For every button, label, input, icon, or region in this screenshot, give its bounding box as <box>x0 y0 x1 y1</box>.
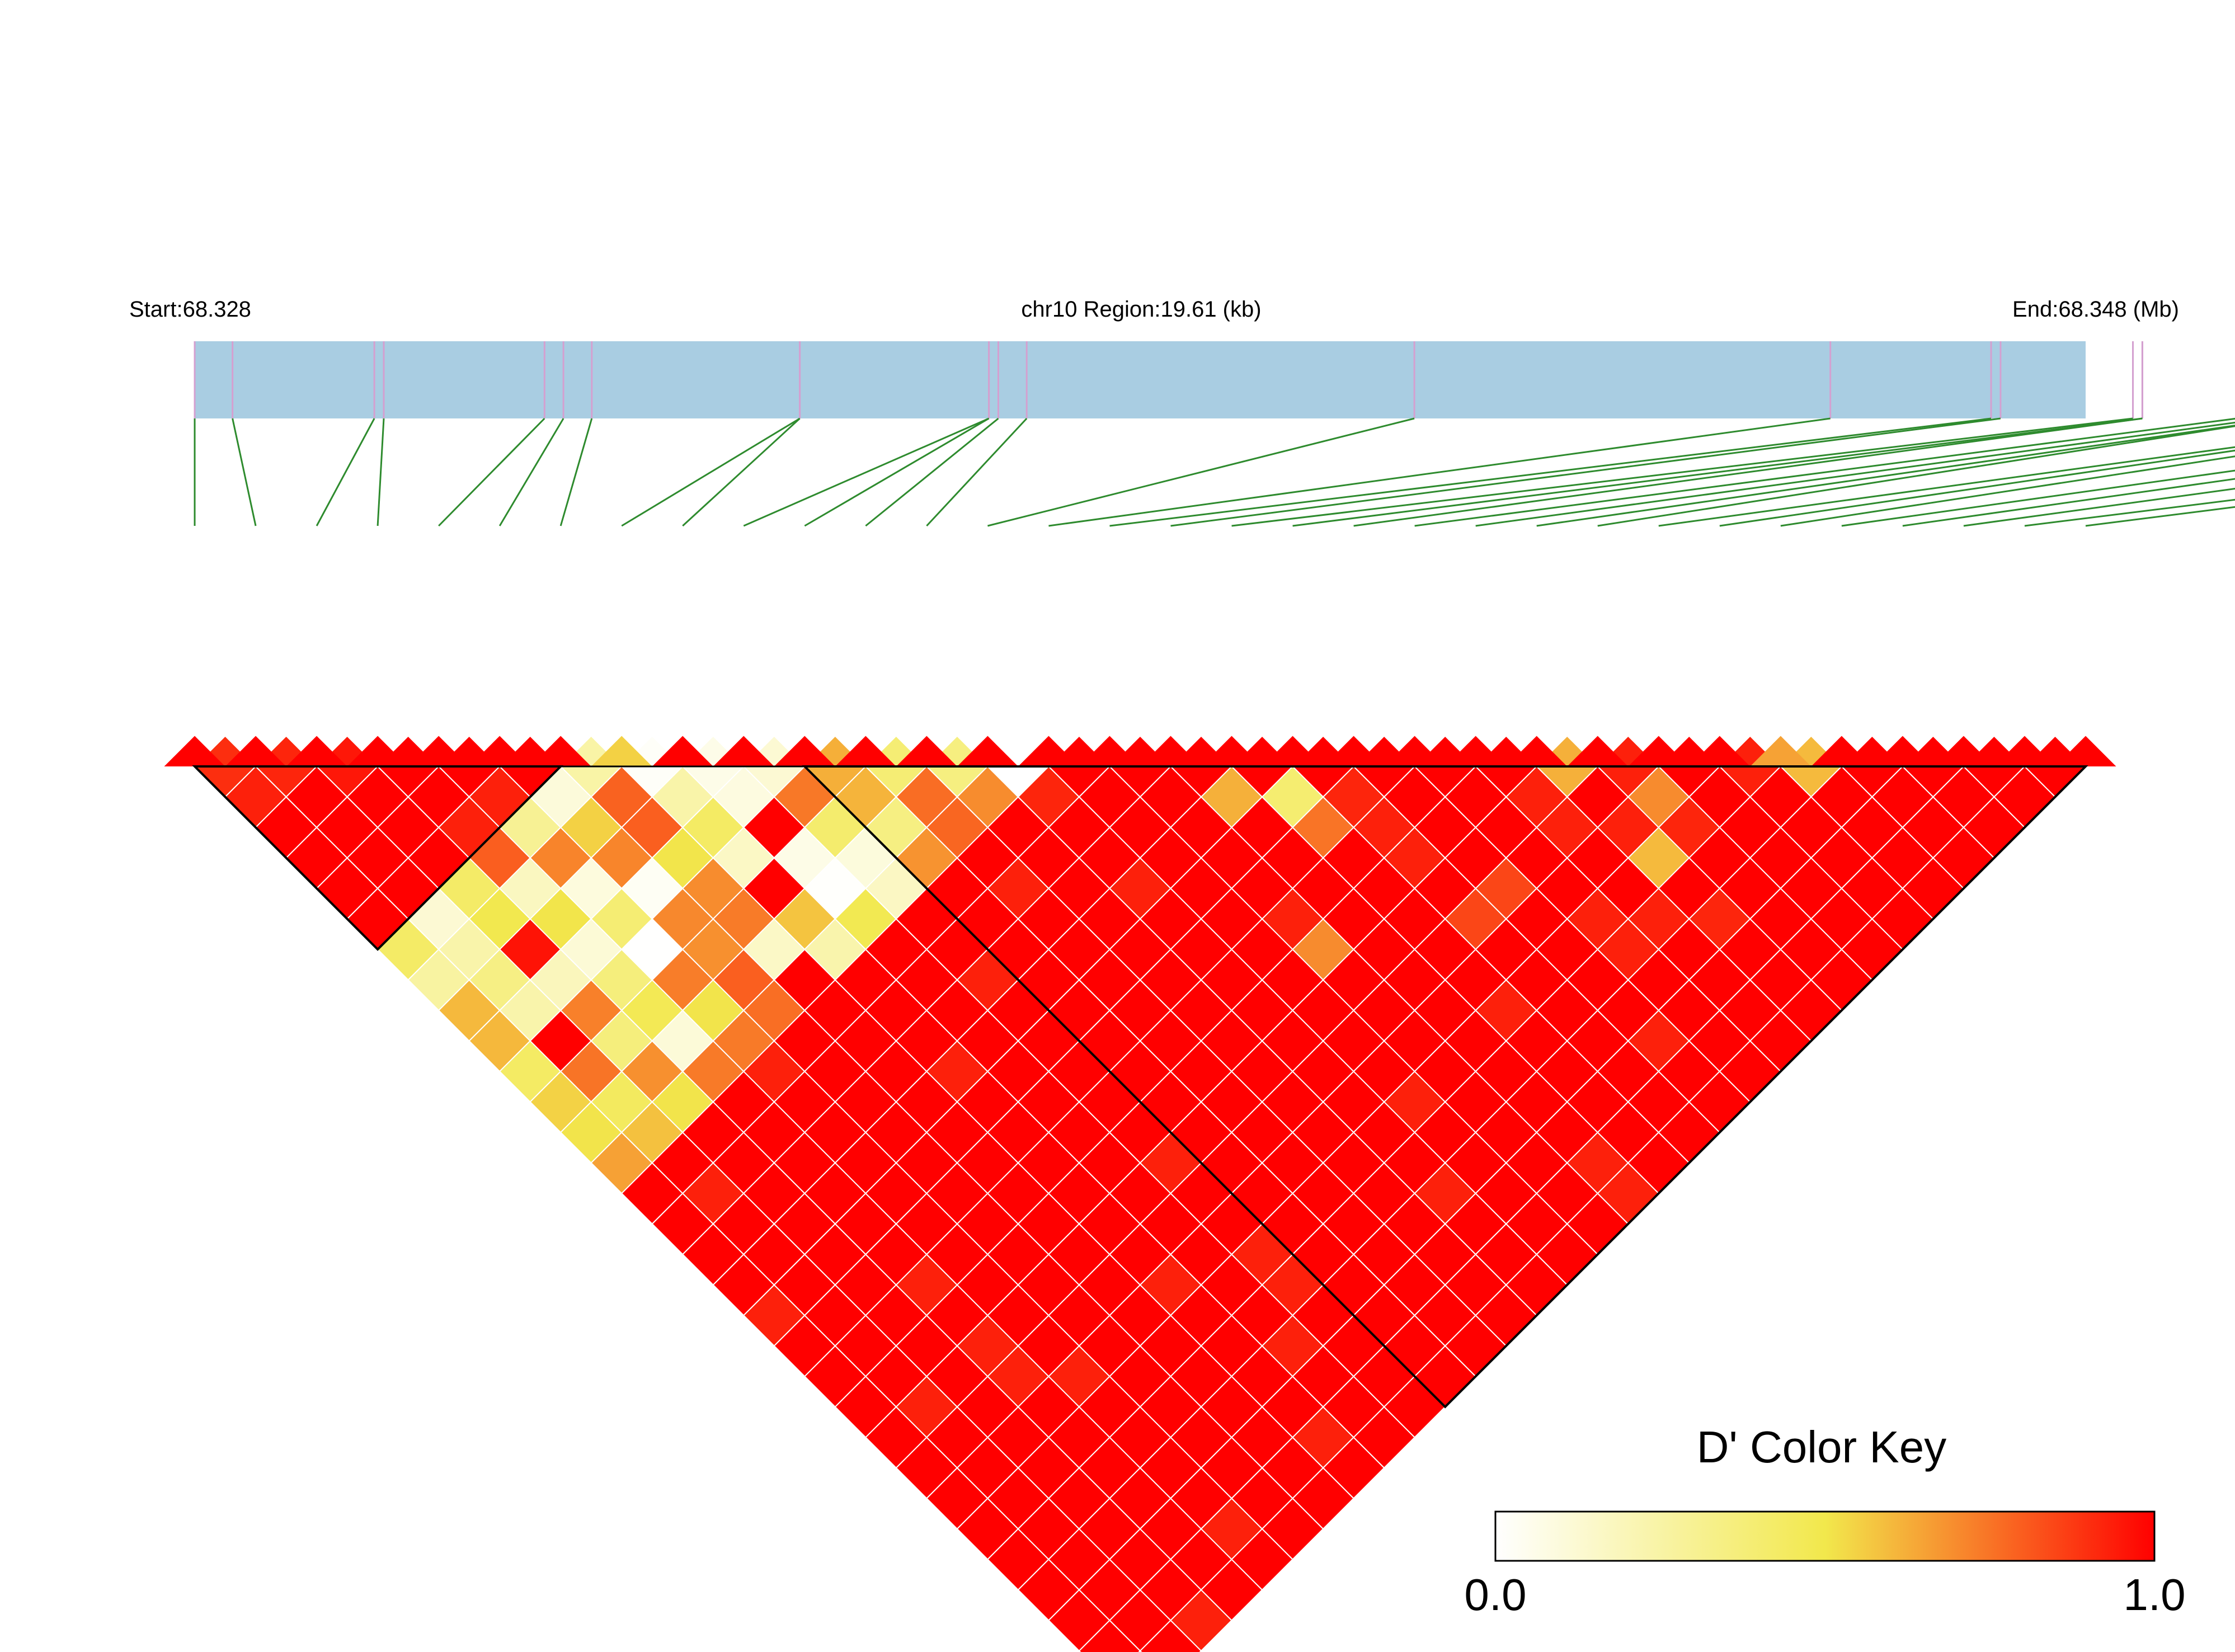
ld-heatmap <box>164 735 2116 1652</box>
snp-connector <box>621 417 801 527</box>
snp-top-marker <box>1750 736 1811 766</box>
snp-connector <box>377 418 385 526</box>
snp-connector <box>804 417 990 527</box>
snp-top-marker <box>1811 736 1872 766</box>
snp-connector <box>2085 506 2235 527</box>
snp-top-marker <box>225 736 286 766</box>
snp-top-marker <box>1079 736 1140 766</box>
snp-top-marker <box>591 736 652 766</box>
snp-connector <box>1536 425 2235 527</box>
snp-connector <box>1048 417 1831 527</box>
snp-top-marker <box>164 736 225 766</box>
color-key: D' Color Key 0.0 1.0 <box>1464 1422 2185 1620</box>
snp-connector <box>1109 417 1992 527</box>
snp-connector <box>1231 417 2133 527</box>
snp-top-marker <box>1201 736 1263 766</box>
ld-block-outline <box>802 765 2088 1409</box>
snp-top-marker <box>469 736 530 766</box>
snp-connector <box>1292 417 2143 527</box>
snp-connector <box>1902 478 2235 527</box>
snp-connector <box>1353 417 2143 527</box>
ld-block-outline <box>192 765 564 951</box>
snp-top-marker <box>1994 736 2055 766</box>
color-key-max-label: 1.0 <box>2123 1570 2185 1620</box>
snp-connector <box>1780 455 2235 527</box>
snp-top-marker <box>1445 736 1507 766</box>
snp-top-marker <box>1872 736 1933 766</box>
snp-connector <box>1170 417 2001 527</box>
snp-top-marker <box>347 736 408 766</box>
snp-top-marker <box>1628 736 1690 766</box>
ld-block-outlines <box>192 765 2088 1409</box>
snp-connector <box>1597 425 2235 527</box>
snp-connector <box>926 417 1028 527</box>
snp-top-marker <box>1567 736 1629 766</box>
snp-top-marker <box>713 736 774 766</box>
snp-top-marker <box>774 736 835 766</box>
snp-connector <box>2024 498 2235 527</box>
start-label: Start:68.328 <box>129 297 251 322</box>
color-key-bar <box>1494 1510 2156 1562</box>
snp-top-marker <box>1384 736 1446 766</box>
snp-connector <box>987 417 1415 527</box>
snp-top-marker <box>408 736 469 766</box>
color-key-title: D' Color Key <box>1697 1422 1947 1472</box>
snp-top-marker <box>2055 736 2116 766</box>
color-key-min-label: 0.0 <box>1464 1570 1526 1620</box>
snp-connector-lines <box>194 417 2235 527</box>
snp-top-marker <box>1262 736 1324 766</box>
snp-connector <box>559 418 593 526</box>
snp-connector <box>865 417 999 527</box>
snp-top-marker <box>1506 736 1568 766</box>
snp-connector <box>1414 417 2235 527</box>
snp-top-marker <box>530 736 591 766</box>
snp-connector <box>438 417 545 527</box>
snp-marker-ticks <box>194 341 2143 418</box>
region-label: chr10 Region:19.61 (kb) <box>1021 297 1261 322</box>
snp-top-marker <box>835 736 896 766</box>
snp-top-marker <box>652 736 713 766</box>
snp-top-marker <box>1933 736 1994 766</box>
snp-top-marker <box>286 736 347 766</box>
snp-connector <box>1475 421 2235 527</box>
snp-top-marker <box>896 736 957 766</box>
snp-top-marker <box>1689 736 1751 766</box>
snp-connector <box>232 418 257 526</box>
snp-connector <box>1963 488 2235 527</box>
snp-connector <box>1841 469 2235 527</box>
snp-connector <box>682 417 801 527</box>
snp-connector <box>316 418 375 526</box>
snp-top-marker <box>1140 736 1202 766</box>
end-label: End:68.348 (Mb) <box>2012 297 2179 322</box>
snp-top-marker <box>1018 736 1079 766</box>
snp-connector <box>1719 449 2235 527</box>
snp-connector <box>498 418 564 526</box>
snp-connector <box>743 417 990 527</box>
snp-connector <box>1658 446 2235 527</box>
chromosome-region-track <box>195 341 2086 418</box>
snp-top-marker <box>957 736 1018 766</box>
snp-top-marker <box>1323 736 1385 766</box>
